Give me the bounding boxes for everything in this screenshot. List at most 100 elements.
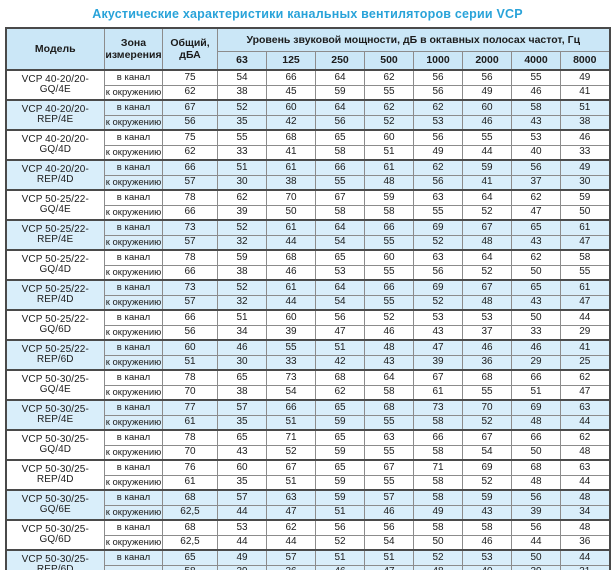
octave-level-8000hz: 61 [560,279,610,296]
octave-level-250hz: 53 [315,264,365,281]
octave-level-63hz: 52 [217,99,267,116]
octave-level-2000hz: 52 [462,204,512,221]
measurement-zone-label: в канал [104,189,163,206]
octave-level-125hz: 61 [266,219,316,236]
freq-header-500: 500 [364,51,414,71]
octave-level-250hz: 46 [315,564,365,570]
table-row: VCP 50-25/22-REP/4D в канал 73 52 61 64 66 69 67… [5,279,610,311]
table-row: к окружению583936464748403931 [6,564,610,570]
octave-level-8000hz: 48 [560,444,610,461]
header-row-main: Модель Зона измерения Общий, дБА Уровень… [5,27,610,71]
octave-level-500hz: 48 [364,174,414,191]
octave-level-8000hz: 62 [560,369,610,386]
octave-level-63hz: 44 [217,534,267,551]
model-name: VCP 50-30/25-GQ/6D [5,519,105,551]
table-row: VCP 50-30/25-REP/4D в канал 76 60 67 65 67 71 69… [5,459,610,491]
table-row: к окружению 56 35 42 56 52 53 46 43 38 [6,114,610,131]
octave-level-250hz: 58 [315,204,365,221]
octave-level-8000hz: 31 [560,564,610,570]
octave-level-250hz: 54 [315,234,365,251]
total-dba-value: 57 [162,294,218,311]
octave-level-500hz: 52 [364,114,414,131]
table-row: VCP 50-30/25-GQ/4D в канал 78 65 71 65 63 66 67 6… [5,429,610,461]
octave-level-125hz: 50 [266,204,316,221]
total-dba-value: 51 [162,354,218,371]
freq-header-63: 63 [217,51,267,71]
octave-level-125hz: 60 [266,99,316,116]
model-name: VCP 50-30/25-GQ/4D [5,429,105,461]
octave-level-125hz: 44 [266,294,316,311]
octave-level-500hz: 55 [364,84,414,101]
measurement-zone-label: в канал [104,279,163,296]
octave-level-250hz: 59 [315,489,365,506]
col-header-octave-bands: Уровень звуковой мощности, дБ в октавных… [217,27,610,52]
octave-level-63hz: 62 [217,189,267,206]
octave-level-500hz: 55 [364,474,414,491]
model-name: VCP 50-30/25-GQ/6E [5,489,105,521]
octave-level-8000hz: 46 [560,129,610,146]
octave-level-125hz: 51 [266,414,316,431]
octave-level-1000hz: 58 [413,444,463,461]
octave-level-500hz: 61 [364,159,414,176]
octave-level-1000hz: 48 [413,564,463,570]
octave-level-250hz: 68 [315,369,365,386]
octave-level-63hz: 35 [217,114,267,131]
octave-level-8000hz: 25 [560,354,610,371]
octave-level-250hz: 51 [315,504,365,521]
octave-level-250hz: 67 [315,189,365,206]
measurement-zone-label: в канал [104,159,163,176]
col-header-zone: Зона измерения [104,27,163,71]
table-row: к окружению 70 43 52 59 55 58 54 50 48 [6,444,610,461]
octave-level-125hz: 54 [266,384,316,401]
measurement-zone-label: к окружению [104,354,163,371]
model-name: VCP 50-25/22-REP/4D [5,279,105,311]
octave-level-8000hz: 47 [560,384,610,401]
octave-level-63hz: 57 [217,489,267,506]
octave-level-250hz: 65 [315,429,365,446]
octave-level-2000hz: 59 [462,159,512,176]
measurement-zone-label: к окружению [104,144,163,161]
octave-level-125hz: 61 [266,279,316,296]
table-row: к окружению 66 39 50 58 58 55 52 47 50 [6,204,610,221]
table-row: к окружению 61 35 51 59 55 58 52 48 44 [6,474,610,491]
table-row: к окружению 61 35 51 59 55 58 52 48 44 [6,414,610,431]
octave-level-125hz: 68 [266,249,316,266]
octave-level-250hz: 64 [315,69,365,86]
measurement-zone-label: в канал [104,399,163,416]
octave-level-500hz: 58 [364,384,414,401]
octave-level-1000hz: 63 [413,189,463,206]
octave-level-500hz: 60 [364,129,414,146]
octave-level-2000hz: 58 [462,519,512,536]
octave-level-250hz: 59 [315,444,365,461]
octave-level-125hz: 39 [266,324,316,341]
octave-level-2000hz: 37 [462,324,512,341]
octave-level-500hz: 66 [364,219,414,236]
freq-header-8000: 8000 [560,51,610,71]
total-dba-value: 58 [162,564,218,570]
octave-level-4000hz: 46 [511,339,561,356]
octave-level-8000hz: 36 [560,534,610,551]
table-row: VCP 50-25/22-REP/4E в канал 73 52 61 64 66 69 67… [5,219,610,251]
table-row: VCP 40-20/20-GQ/4E в канал 75 54 66 64 62 56 56 5… [5,69,610,101]
measurement-zone-label: к окружению [104,564,163,570]
octave-level-250hz: 56 [315,519,365,536]
octave-level-4000hz: 46 [511,84,561,101]
octave-level-4000hz: 55 [511,69,561,86]
octave-level-250hz: 59 [315,84,365,101]
octave-level-4000hz: 50 [511,309,561,326]
octave-level-2000hz: 44 [462,144,512,161]
octave-level-2000hz: 52 [462,414,512,431]
octave-level-125hz: 73 [266,369,316,386]
octave-level-1000hz: 53 [413,309,463,326]
octave-level-63hz: 33 [217,144,267,161]
octave-level-63hz: 51 [217,159,267,176]
octave-level-500hz: 66 [364,279,414,296]
freq-header-1000: 1000 [413,51,463,71]
table-row: VCP 40-20/20-GQ/4D в канал 75 55 68 65 60 56 55 5… [5,129,610,161]
octave-level-8000hz: 59 [560,189,610,206]
octave-level-500hz: 64 [364,369,414,386]
octave-level-500hz: 47 [364,564,414,570]
octave-level-63hz: 60 [217,459,267,476]
octave-level-4000hz: 51 [511,384,561,401]
total-dba-value: 66 [162,309,218,326]
